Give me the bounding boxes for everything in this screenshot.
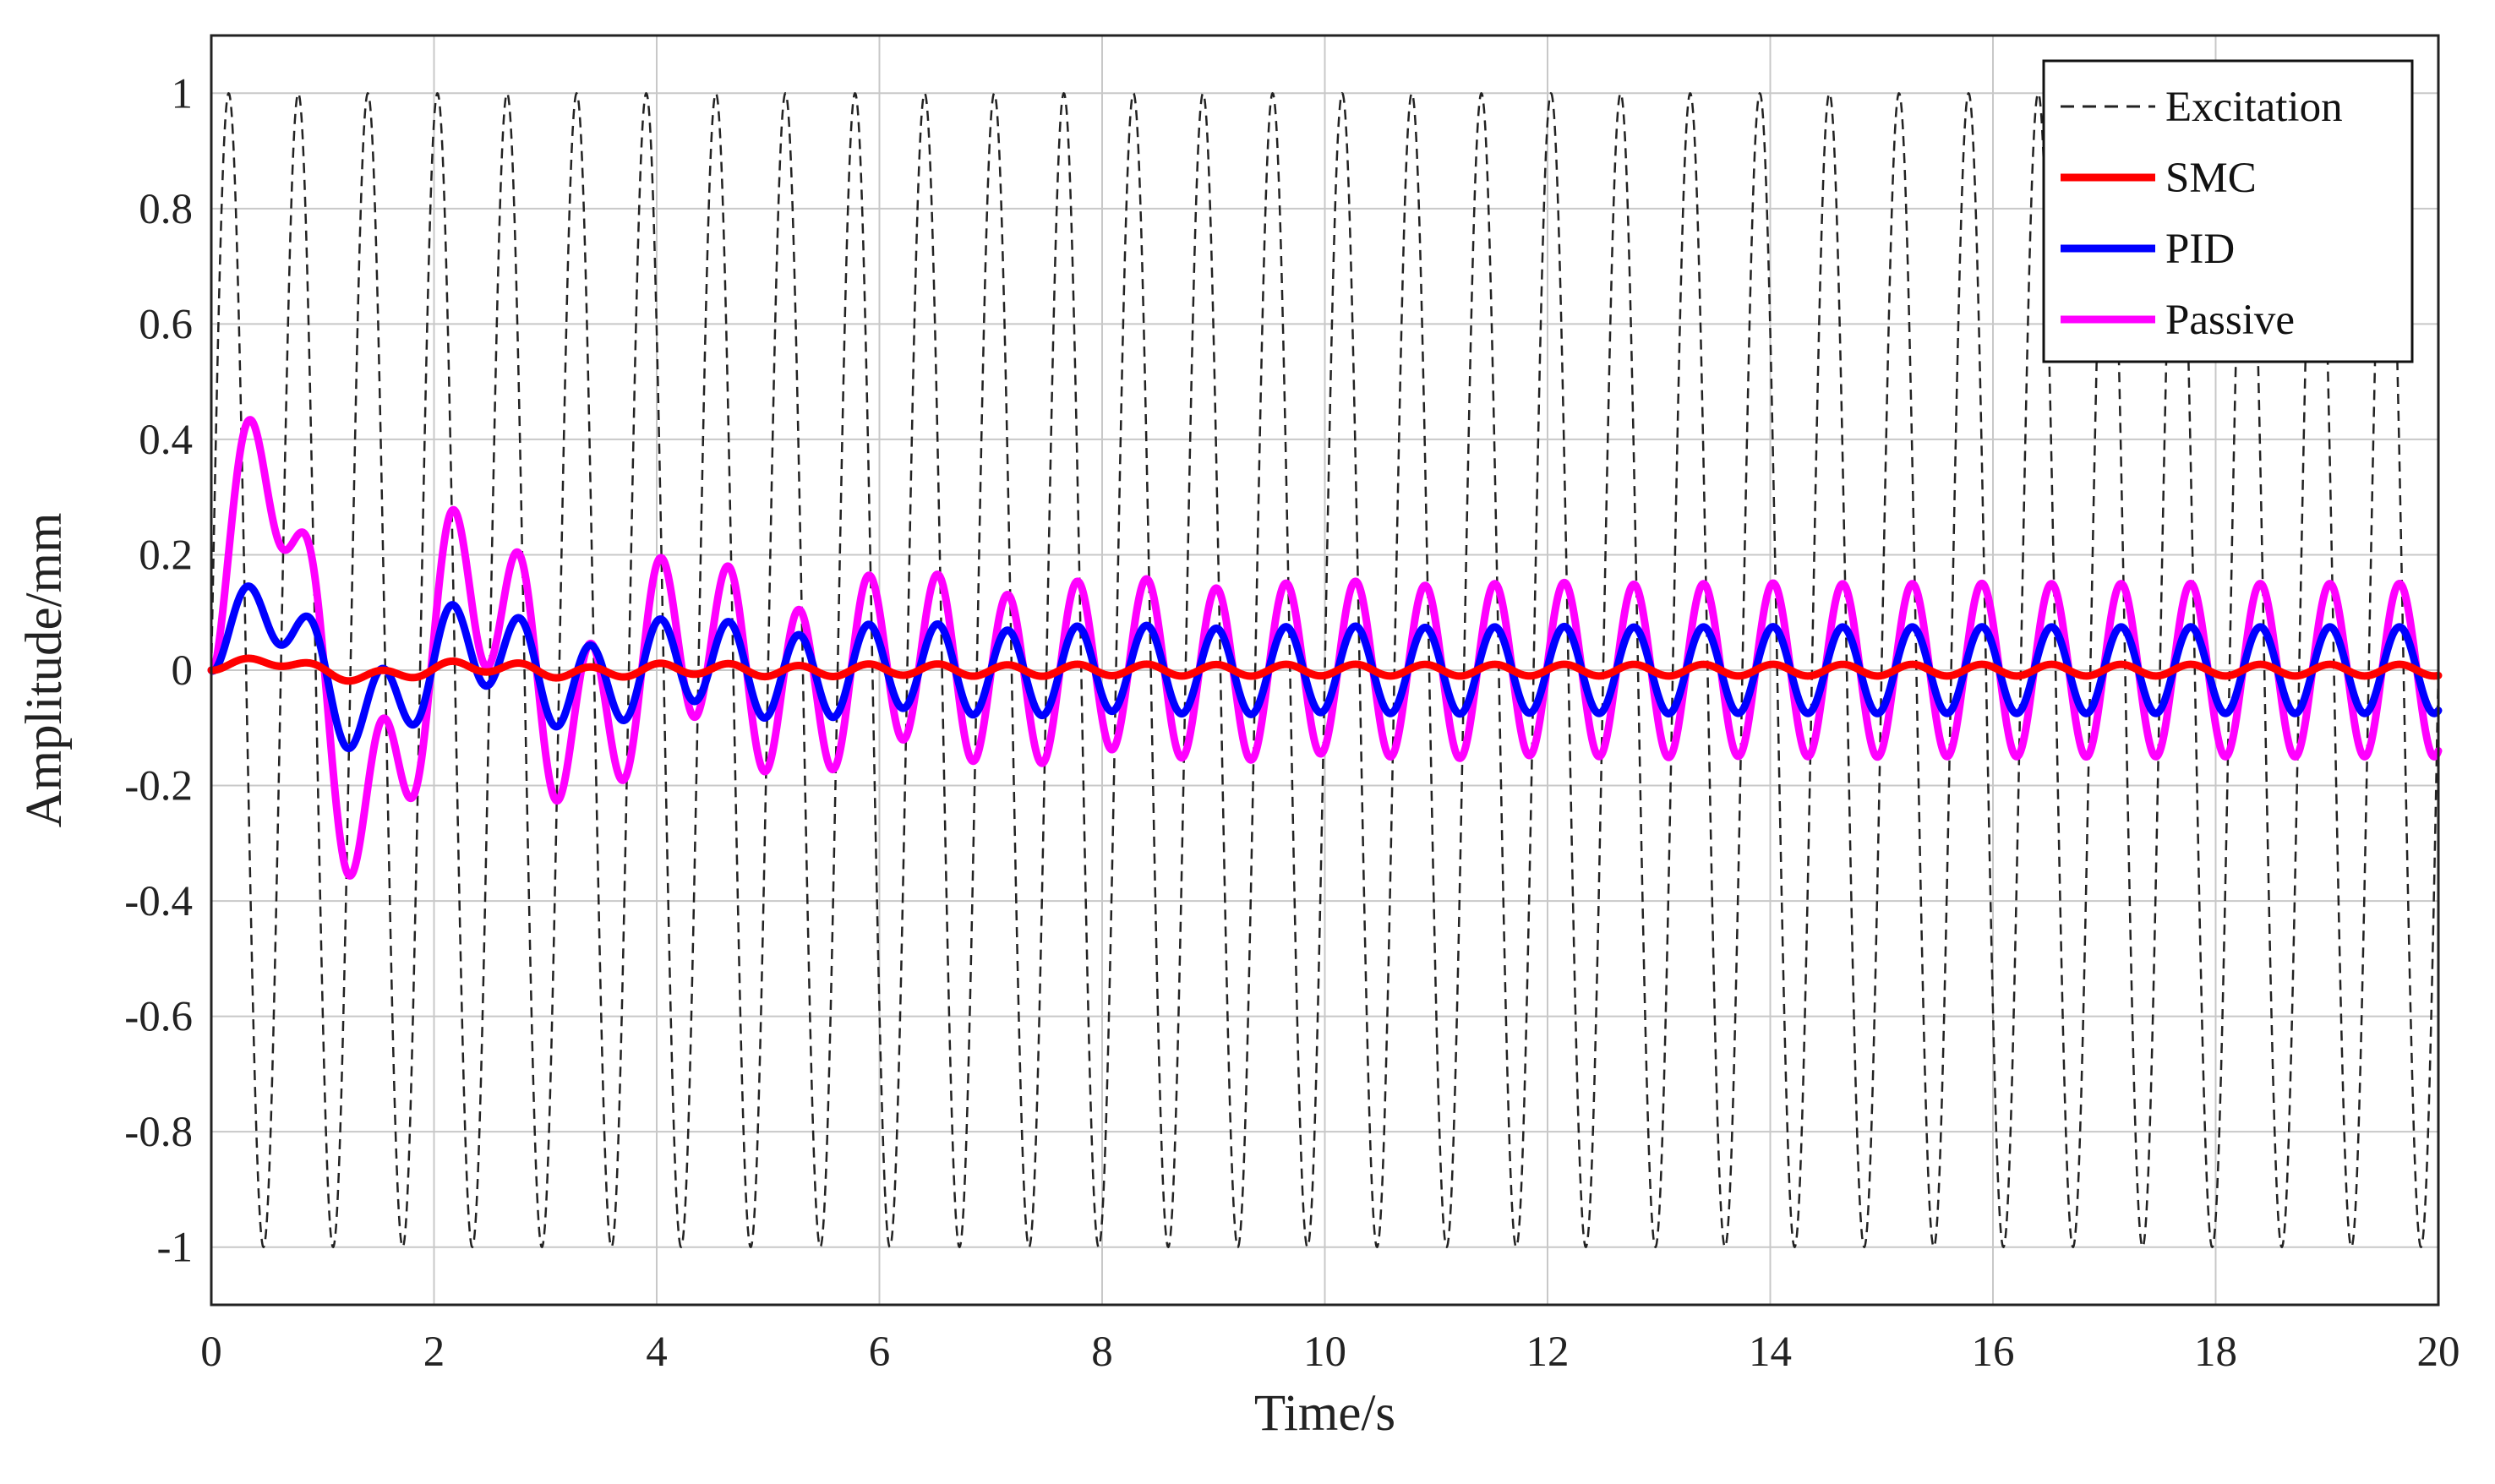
legend-label-smc: SMC bbox=[2165, 155, 2257, 202]
x-tick-label: 18 bbox=[2194, 1329, 2237, 1376]
x-tick-label: 8 bbox=[1091, 1329, 1113, 1376]
y-tick-label: 1 bbox=[172, 70, 194, 117]
x-tick-label: 4 bbox=[646, 1329, 668, 1376]
y-tick-labels: 1 0.8 0.6 0.4 0.2 0 -0.2 -0.4 -0.6 -0.8 -1 bbox=[124, 70, 193, 1271]
legend-label-passive: Passive bbox=[2165, 297, 2295, 344]
x-tick-label: 14 bbox=[1749, 1329, 1792, 1376]
y-axis-label: Amplitude/mm bbox=[16, 513, 73, 828]
y-tick-label: 0.8 bbox=[139, 186, 193, 233]
legend-box bbox=[2042, 59, 2414, 363]
series-line-pid bbox=[207, 582, 2443, 753]
legend-label-excitation: Excitation bbox=[2165, 84, 2343, 131]
y-tick-label: 0.6 bbox=[139, 301, 193, 348]
x-tick-label: 20 bbox=[2417, 1329, 2460, 1376]
y-tick-label: -0.6 bbox=[124, 994, 193, 1041]
y-tick-label: -1 bbox=[157, 1225, 193, 1272]
plot-frame bbox=[210, 34, 2440, 1307]
legend-label-pid: PID bbox=[2165, 226, 2235, 273]
legend: Excitation SMC PID Passive bbox=[2042, 59, 2414, 363]
x-tick-label: 12 bbox=[1526, 1329, 1570, 1376]
x-tick-label: 10 bbox=[1303, 1329, 1346, 1376]
y-tick-label: 0.2 bbox=[139, 532, 193, 579]
x-tick-labels: 0 2 4 6 8 10 12 14 16 18 20 bbox=[200, 1329, 2460, 1376]
x-tick-label: 0 bbox=[200, 1329, 222, 1376]
series-line-smc bbox=[207, 654, 2443, 685]
y-tick-label: 0.4 bbox=[139, 417, 193, 464]
x-tick-label: 6 bbox=[869, 1329, 891, 1376]
y-tick-label: -0.2 bbox=[124, 763, 193, 810]
x-tick-label: 16 bbox=[1972, 1329, 2015, 1376]
series-layer bbox=[207, 92, 2443, 1248]
y-tick-label: -0.8 bbox=[124, 1109, 193, 1156]
x-tick-label: 2 bbox=[423, 1329, 445, 1376]
y-tick-label: 0 bbox=[172, 647, 194, 695]
y-tick-label: -0.4 bbox=[124, 878, 193, 925]
x-axis-label: Time/s bbox=[1254, 1385, 1395, 1442]
series-line-excitation bbox=[210, 92, 2440, 1248]
